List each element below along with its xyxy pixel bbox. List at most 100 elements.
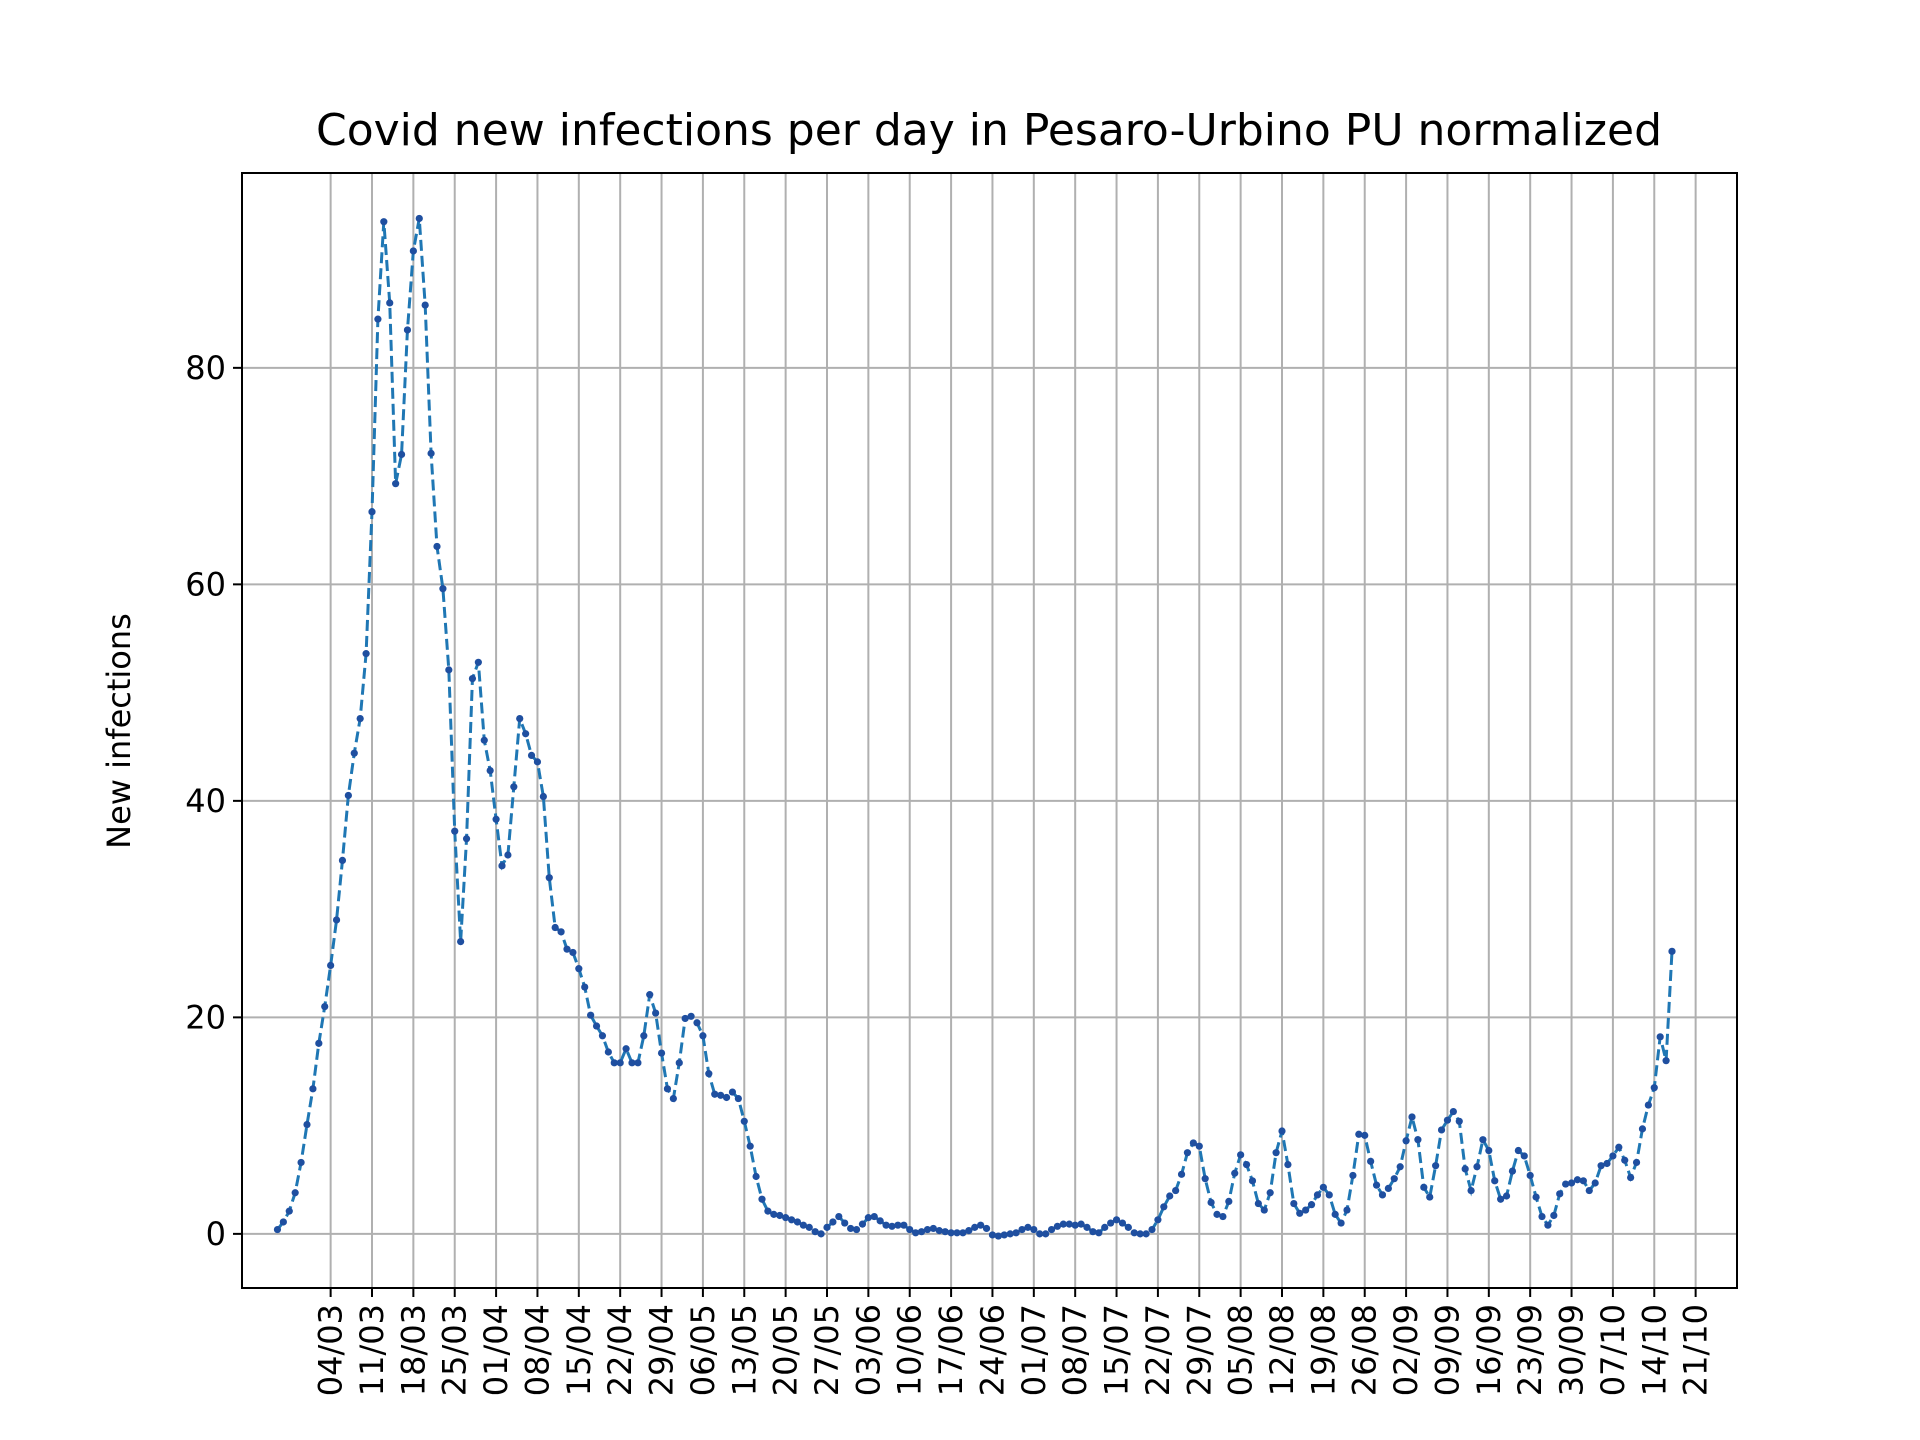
data-point: [782, 1214, 790, 1222]
data-point: [457, 937, 465, 946]
data-point: [285, 1207, 293, 1215]
data-point: [1195, 1142, 1203, 1150]
data-point: [1508, 1167, 1517, 1175]
data-point: [1225, 1197, 1233, 1205]
data-point: [551, 923, 559, 932]
data-point: [1367, 1157, 1375, 1165]
data-point: [935, 1227, 943, 1235]
data-point: [1668, 947, 1676, 955]
data-point: [1018, 1225, 1026, 1234]
data-point: [616, 1059, 624, 1067]
data-point: [1313, 1191, 1322, 1199]
y-axis: 0 20 40 60 80: [185, 349, 242, 1253]
data-point: [1532, 1193, 1540, 1201]
data-point: [835, 1212, 843, 1221]
data-point: [1621, 1156, 1629, 1164]
data-point: [1124, 1223, 1132, 1231]
x-tick-label: 24/06: [973, 1304, 1011, 1396]
data-point: [1278, 1127, 1286, 1135]
data-point: [923, 1225, 932, 1234]
data-point: [852, 1225, 861, 1234]
data-point: [1307, 1201, 1316, 1209]
data-point: [799, 1221, 807, 1229]
data-point: [1166, 1192, 1174, 1200]
data-point: [888, 1222, 896, 1230]
data-point: [522, 730, 530, 738]
x-tick-label: 05/08: [1222, 1304, 1260, 1396]
data-point: [675, 1059, 683, 1067]
data-point: [1213, 1210, 1221, 1218]
data-point: [1053, 1222, 1062, 1230]
data-point: [912, 1229, 920, 1237]
data-point: [1585, 1186, 1593, 1195]
data-point: [1042, 1230, 1050, 1238]
data-point: [1112, 1216, 1121, 1224]
data-point: [1526, 1171, 1534, 1180]
data-point: [1000, 1231, 1008, 1239]
data-point: [900, 1221, 908, 1229]
data-point: [711, 1090, 719, 1098]
x-tick-label: 07/10: [1594, 1304, 1632, 1396]
data-point: [1095, 1229, 1103, 1237]
data-point: [1325, 1191, 1333, 1199]
data-point: [1296, 1209, 1304, 1217]
data-point: [1349, 1171, 1357, 1180]
data-point: [640, 1032, 648, 1040]
data-point: [344, 791, 352, 800]
data-point: [374, 315, 382, 323]
x-tick-label: 11/03: [353, 1304, 391, 1396]
x-tick-label: 18/03: [394, 1304, 432, 1396]
data-point: [817, 1230, 825, 1238]
data-point: [882, 1221, 890, 1229]
chart-title: Covid new infections per day in Pesaro-U…: [316, 105, 1662, 156]
data-point: [1550, 1211, 1558, 1220]
data-point: [575, 965, 583, 973]
data-point: [297, 1158, 305, 1167]
data-point: [1290, 1199, 1298, 1208]
data-point: [1142, 1230, 1150, 1238]
data-point: [1089, 1228, 1097, 1236]
data-point: [1579, 1177, 1587, 1185]
data-point: [604, 1048, 612, 1056]
data-point: [829, 1218, 837, 1226]
data-point: [462, 835, 471, 843]
data-point: [592, 1022, 601, 1030]
y-tick-label: 0: [206, 1215, 226, 1253]
data-point: [628, 1059, 636, 1067]
data-point: [1615, 1143, 1623, 1151]
data-point: [1556, 1190, 1564, 1198]
data-point: [1656, 1033, 1664, 1041]
data-point: [1201, 1175, 1209, 1183]
data-point: [486, 766, 494, 775]
data-point: [1254, 1199, 1262, 1208]
x-tick-label: 23/09: [1511, 1304, 1549, 1396]
data-point: [1650, 1084, 1658, 1092]
data-point: [480, 736, 488, 744]
x-tick-label: 08/04: [518, 1304, 556, 1396]
data-point: [929, 1224, 937, 1233]
data-point: [1562, 1180, 1570, 1188]
data-point: [1467, 1186, 1475, 1195]
data-point: [669, 1094, 677, 1103]
data-point: [397, 450, 406, 459]
x-tick-label: 16/09: [1470, 1304, 1508, 1396]
data-point: [427, 449, 435, 457]
data-point: [1603, 1159, 1611, 1168]
data-point: [699, 1032, 707, 1040]
data-point: [1343, 1206, 1351, 1214]
x-tick-label: 22/07: [1139, 1304, 1177, 1396]
data-point: [953, 1229, 961, 1237]
y-tick-label: 20: [185, 998, 226, 1036]
data-point: [468, 674, 477, 683]
x-tick-label: 02/09: [1387, 1304, 1425, 1396]
data-point: [776, 1211, 784, 1220]
data-point: [1514, 1146, 1522, 1155]
data-point: [309, 1085, 317, 1093]
x-tick-label: 10/06: [891, 1304, 929, 1396]
data-point: [527, 751, 536, 760]
data-point: [492, 815, 500, 823]
data-point: [947, 1229, 955, 1237]
x-tick-label: 15/04: [560, 1304, 598, 1396]
data-point: [734, 1094, 742, 1103]
